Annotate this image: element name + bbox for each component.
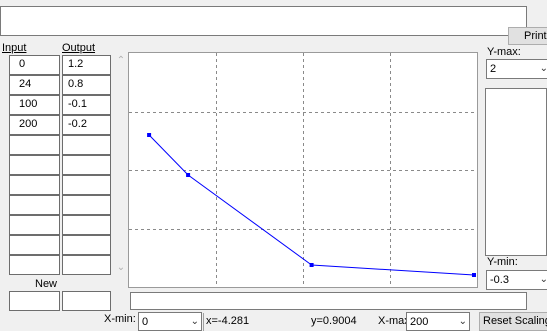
new-row-label: New xyxy=(35,278,58,290)
output-cell[interactable]: -0.1 xyxy=(62,95,111,115)
data-series-line xyxy=(148,134,475,276)
xmin-label: X-min: xyxy=(104,313,136,325)
input-cell[interactable]: 0 xyxy=(9,55,60,75)
series-list[interactable] xyxy=(485,88,547,256)
y-readout: y=0.9004 xyxy=(311,315,357,327)
input-cell[interactable] xyxy=(9,255,60,275)
input-cell[interactable]: 200 xyxy=(9,115,60,135)
status-field[interactable] xyxy=(130,292,527,310)
data-point[interactable] xyxy=(186,173,191,177)
input-cell[interactable]: 100 xyxy=(9,95,60,115)
chevron-down-icon: ⌄ xyxy=(539,63,547,74)
plot-area[interactable] xyxy=(128,52,478,288)
data-point[interactable] xyxy=(309,263,314,267)
ymax-select[interactable]: 2 ⌄ xyxy=(486,59,547,79)
input-cell[interactable] xyxy=(9,235,60,255)
output-cell[interactable] xyxy=(62,215,111,235)
output-cell[interactable]: -0.2 xyxy=(62,115,111,135)
input-cell[interactable] xyxy=(9,215,60,235)
ymax-label: Y-max: xyxy=(487,46,521,58)
new-output-field[interactable] xyxy=(62,291,111,311)
scroll-up-icon[interactable]: ⌃ xyxy=(116,55,126,66)
input-column-header: Input xyxy=(2,42,27,54)
data-point[interactable] xyxy=(472,273,476,277)
output-cell[interactable]: 1.2 xyxy=(62,55,111,75)
xmin-select[interactable]: 0 ⌄ xyxy=(138,312,202,331)
xmax-label: X-max: xyxy=(378,315,413,327)
chevron-down-icon: ⌄ xyxy=(190,316,199,327)
x-readout: x=-4.281 xyxy=(203,313,291,331)
ymin-select[interactable]: -0.3 ⌄ xyxy=(486,270,547,290)
data-point[interactable] xyxy=(147,133,152,137)
input-cell[interactable] xyxy=(9,135,60,155)
chevron-down-icon: ⌄ xyxy=(458,316,467,327)
input-cell[interactable] xyxy=(9,155,60,175)
output-cell[interactable] xyxy=(62,135,111,155)
xmin-value: 0 xyxy=(142,316,149,328)
output-cell[interactable] xyxy=(62,175,111,195)
input-cell[interactable] xyxy=(9,175,60,195)
new-input-field[interactable] xyxy=(9,291,60,311)
output-cell[interactable] xyxy=(62,195,111,215)
chevron-down-icon: ⌄ xyxy=(539,274,547,285)
output-column-header: Output xyxy=(62,42,96,54)
output-cell[interactable]: 0.8 xyxy=(62,75,111,95)
xmax-value: 200 xyxy=(410,316,429,328)
input-cell[interactable] xyxy=(9,195,60,215)
xmax-select[interactable]: 200 ⌄ xyxy=(406,312,470,331)
line-chart xyxy=(129,53,477,287)
reset-scaling-button[interactable]: Reset Scaling xyxy=(479,312,547,331)
output-cell[interactable] xyxy=(62,155,111,175)
output-cell[interactable] xyxy=(62,255,111,275)
title-field[interactable] xyxy=(0,6,527,36)
scroll-down-icon[interactable]: ⌄ xyxy=(116,262,126,273)
ymin-label: Y-min: xyxy=(487,256,518,268)
ymin-value: -0.3 xyxy=(490,274,509,286)
print-button[interactable]: Print xyxy=(508,27,547,45)
ymax-value: 2 xyxy=(490,63,497,75)
output-cell[interactable] xyxy=(62,235,111,255)
input-cell[interactable]: 24 xyxy=(9,75,60,95)
